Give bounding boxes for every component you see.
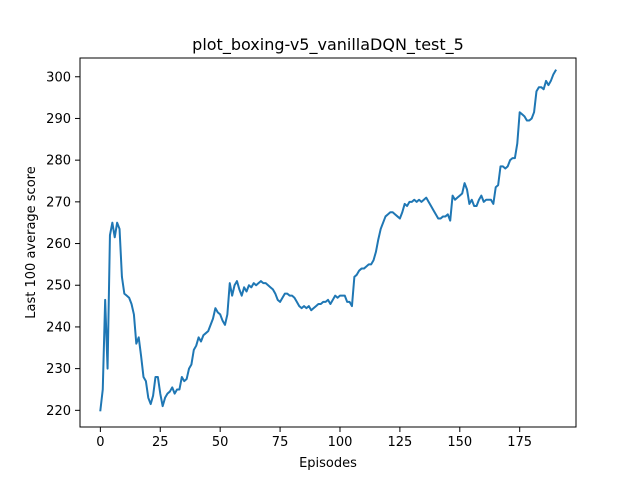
x-tick-label: 175: [507, 435, 532, 450]
chart-title: plot_boxing-v5_vanillaDQN_test_5: [192, 35, 464, 55]
x-tick-label: 0: [96, 435, 104, 450]
x-tick-label: 75: [272, 435, 289, 450]
x-tick-label: 100: [328, 435, 353, 450]
axis-ticks: 0 25 50 75 100 125 150 175 220 230 240 250 260 270 280…: [46, 70, 532, 450]
y-tick-label: 220: [46, 404, 71, 419]
y-tick-label: 230: [46, 362, 71, 377]
y-tick-label: 290: [46, 112, 71, 127]
y-tick-label: 300: [46, 70, 71, 85]
y-tick-label: 260: [46, 237, 71, 252]
y-tick-label: 250: [46, 279, 71, 294]
y-tick-label: 280: [46, 154, 71, 169]
x-tick-label: 25: [152, 435, 169, 450]
plot-area: [99, 69, 557, 412]
y-axis-label: Last 100 average score: [24, 166, 39, 318]
x-axis-label: Episodes: [299, 456, 357, 471]
axes-frame: [79, 57, 577, 428]
x-tick-label: 150: [447, 435, 472, 450]
x-tick-label: 125: [387, 435, 412, 450]
x-tick-label: 50: [212, 435, 229, 450]
y-tick-label: 240: [46, 320, 71, 335]
series-line: [99, 69, 557, 412]
y-tick-label: 270: [46, 195, 71, 210]
